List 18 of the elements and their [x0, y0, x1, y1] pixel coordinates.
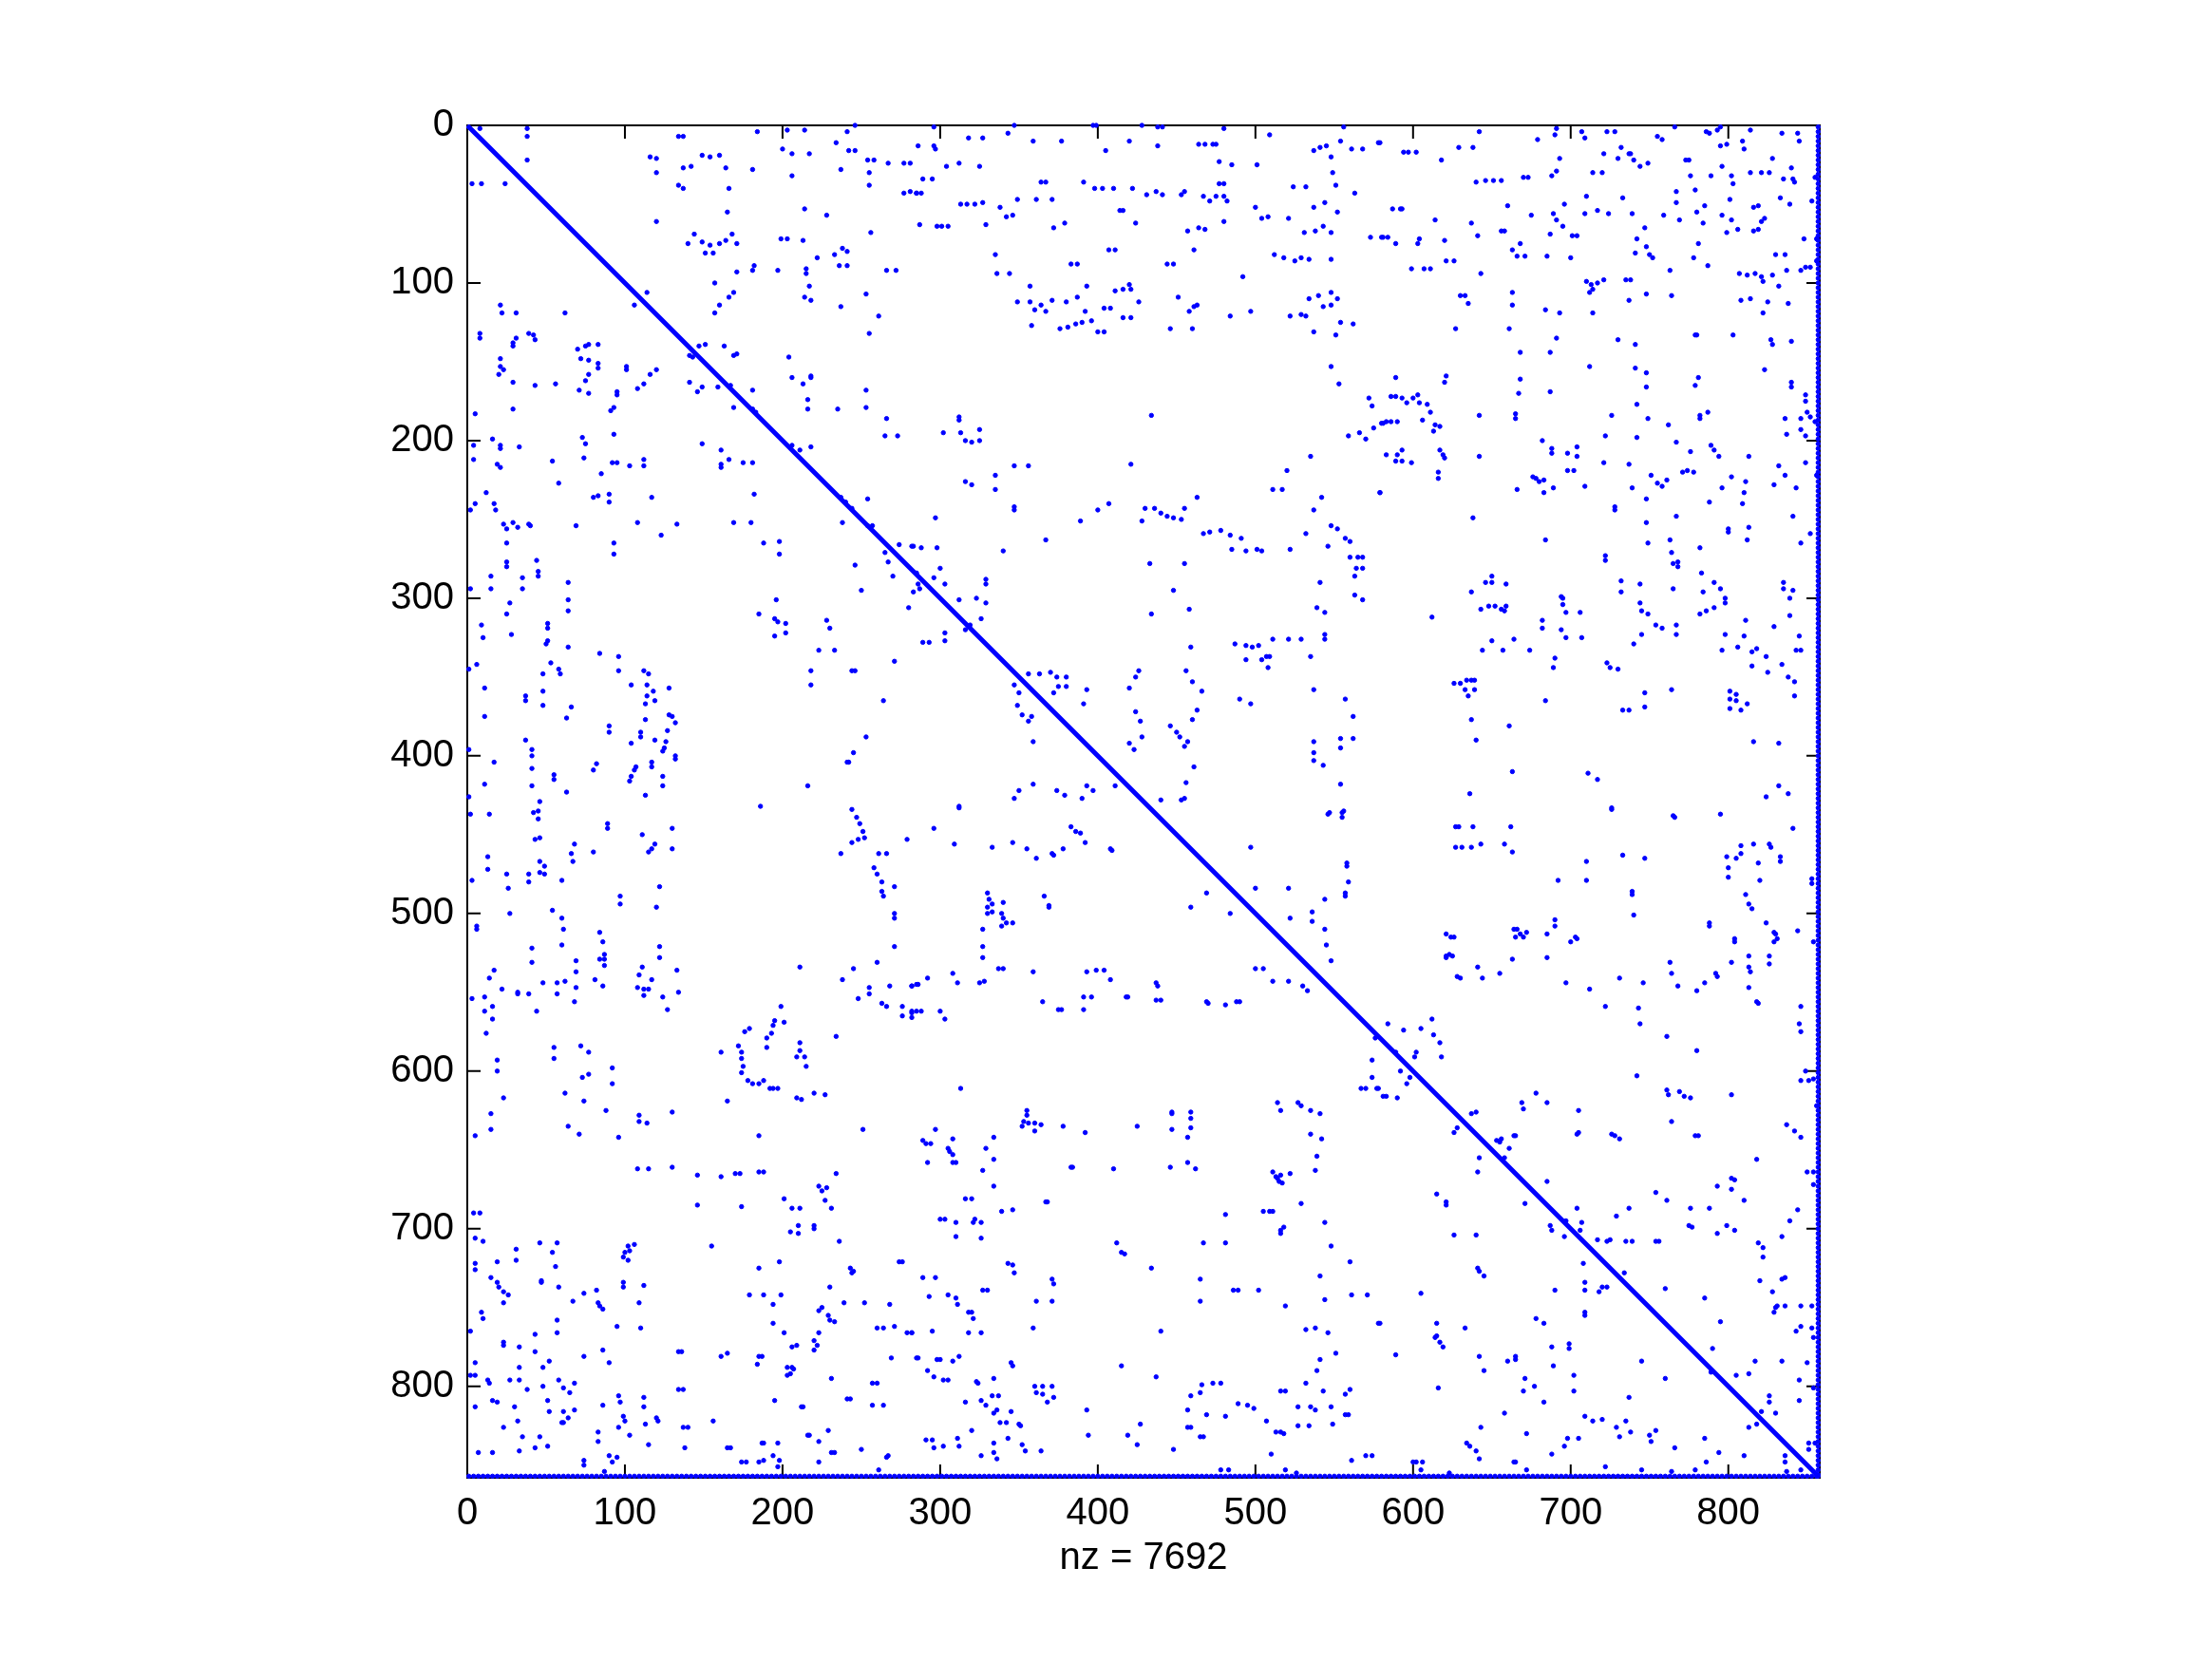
x-tick-label: 400 [1066, 1490, 1130, 1533]
x-tick-label: 700 [1539, 1490, 1603, 1533]
y-tick-label: 100 [390, 259, 454, 301]
y-tick-label: 0 [432, 102, 454, 144]
y-tick-label: 500 [390, 889, 454, 932]
y-tick-label: 400 [390, 731, 454, 774]
y-tick-label: 800 [390, 1362, 454, 1405]
y-tick-label: 200 [390, 416, 454, 459]
y-tick-label: 600 [390, 1047, 454, 1089]
x-tick-label: 500 [1223, 1490, 1288, 1533]
x-tick-label: 100 [593, 1490, 657, 1533]
y-tick-label: 700 [390, 1204, 454, 1247]
x-axis-title: nz = 7692 [1059, 1535, 1228, 1577]
x-tick-label: 200 [750, 1490, 815, 1533]
x-tick-label: 600 [1381, 1490, 1446, 1533]
x-tick-label: 300 [908, 1490, 973, 1533]
x-tick-label: 800 [1696, 1490, 1761, 1533]
y-tick-label: 300 [390, 574, 454, 616]
